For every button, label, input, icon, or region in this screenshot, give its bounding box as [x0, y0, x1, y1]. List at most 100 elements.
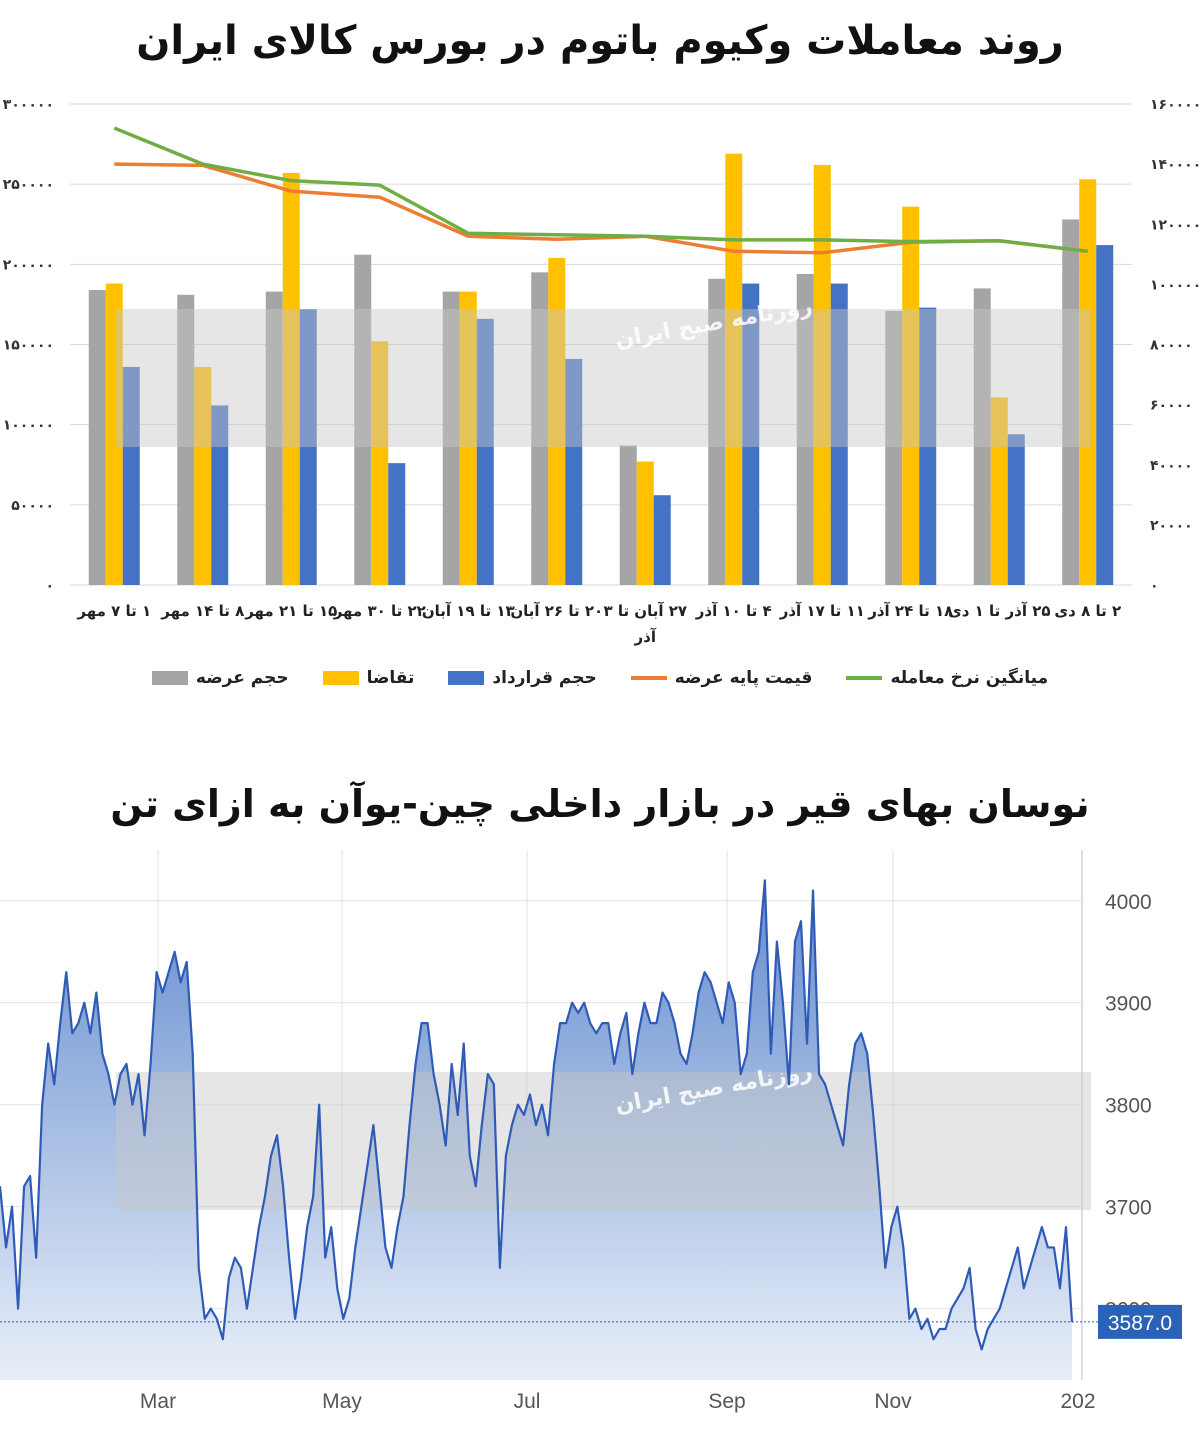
bar [548, 257, 566, 585]
bar [88, 289, 106, 585]
legend-label: قیمت پایه عرضه [674, 668, 813, 688]
price-line [0, 879, 1074, 1351]
left-axis-tick-label: ۲۰۰۰۰۰ [3, 257, 54, 273]
legend-label: تقاضا [366, 668, 415, 688]
legend-label: میانگین نرخ معامله [890, 668, 1049, 688]
x-axis-tick-label: Nov [874, 1390, 912, 1413]
chart-title: نوسان بهای قیر در بازار داخلی چین-یوآن ب… [110, 782, 1090, 826]
bar [708, 278, 726, 585]
x-axis-tick-label: 202 [1060, 1390, 1095, 1413]
x-axis-tick-label: Jul [514, 1390, 541, 1413]
bar [105, 283, 123, 585]
legend-item-demand: تقاضا [322, 668, 415, 688]
x-axis-tick-label: May [322, 1390, 362, 1413]
x-axis-tick-label: ۱۸ تا ۲۴ آذر [867, 602, 953, 620]
bar [194, 366, 212, 585]
bar [371, 341, 389, 585]
left-axis-tick-label: ۱۵۰۰۰۰ [3, 338, 54, 354]
legend-label: حجم عرضه [195, 668, 289, 688]
x-axis-tick-label: ۲۵ آذر تا ۱ دی [948, 602, 1051, 620]
last-value-badge [1098, 1304, 1182, 1339]
right-axis-tick-label: ۱۶۰۰۰۰ [1150, 97, 1200, 113]
series-line [113, 126, 1088, 254]
bar [653, 495, 671, 585]
left-axis-tick-label: ۵۰۰۰۰ [11, 498, 54, 514]
y-axis-tick-label: 3900 [1105, 993, 1152, 1016]
right-axis-tick-label: ۸۰۰۰۰ [1150, 338, 1193, 354]
legend-item-contract: حجم قرارداد [448, 668, 597, 688]
left-axis-tick-label: ۲۵۰۰۰۰ [3, 177, 54, 193]
bar [177, 294, 195, 585]
x-axis-tick-label: آذر [634, 628, 657, 646]
legend-item-supply: حجم عرضه [151, 668, 289, 688]
x-axis-tick-label: ۱۱ تا ۱۷ آذر [779, 602, 865, 620]
legend-item-base-price: قیمت پایه عرضه [630, 668, 813, 688]
x-axis-tick-label: Mar [140, 1390, 176, 1413]
x-axis-tick-label: ۲۰ تا ۲۶ آبان [510, 602, 603, 620]
bar [885, 310, 903, 585]
bar [299, 309, 317, 585]
right-axis-tick-label: ۶۰۰۰۰ [1150, 398, 1193, 414]
bar [830, 283, 848, 585]
series-line [114, 162, 1088, 255]
bar [354, 254, 372, 586]
right-axis-tick-label: ۱۲۰۰۰۰ [1150, 217, 1200, 233]
bar [122, 366, 140, 585]
left-axis-tick-label: ۱۰۰۰۰۰ [3, 418, 54, 434]
bar [619, 445, 637, 585]
bar [265, 291, 283, 585]
right-axis-tick-label: ۱۰۰۰۰۰ [1150, 277, 1200, 293]
x-axis-tick-label: ۱ تا ۷ مهر [76, 602, 151, 620]
x-axis-tick-label: ۱۵ تا ۲۱ مهر [244, 602, 337, 620]
watermark-band [116, 309, 1091, 447]
top-chart-panel: روند معاملات وکیوم باتوم در بورس کالای ا… [0, 0, 1200, 720]
last-value-label: 3587.0 [1108, 1312, 1172, 1335]
legend-bar-swatch [448, 671, 485, 685]
watermark-band [116, 1072, 1091, 1210]
bar [1079, 179, 1097, 585]
legend-label: حجم قرارداد [492, 668, 597, 688]
bar [1007, 434, 1025, 585]
bar [459, 291, 477, 585]
right-axis-tick-label: ۱۴۰۰۰۰ [1150, 157, 1200, 173]
right-axis-tick-label: ۴۰۰۰۰ [1150, 458, 1193, 474]
bar [442, 291, 460, 585]
y-axis-tick-label: 4000 [1105, 891, 1152, 914]
legend-item-avg-rate: میانگین نرخ معامله [846, 668, 1048, 688]
legend-line-swatch [846, 676, 883, 680]
legend-bar-swatch [322, 671, 359, 685]
legend-line-swatch [630, 676, 667, 680]
x-axis-tick-label: ۸ تا ۱۴ مهر [160, 602, 244, 620]
bar [476, 318, 494, 585]
x-axis-tick-label: ۲۷ آبان تا ۳ [603, 602, 687, 620]
x-axis-tick-label: ۴ تا ۱۰ آذر [695, 602, 772, 620]
area-chart: 36003700380039004000روزنامه صبح ایران358… [0, 850, 1182, 1413]
bar [813, 164, 831, 585]
bar [211, 405, 229, 585]
left-axis-tick-label: ۰ [45, 578, 54, 594]
x-axis-tick-label: ۱۳ تا ۱۹ آبان [422, 602, 515, 620]
x-axis-tick-label: Sep [708, 1390, 745, 1413]
bar [742, 283, 760, 585]
chart-title: روند معاملات وکیوم باتوم در بورس کالای ا… [136, 18, 1064, 64]
right-axis-tick-label: ۲۰۰۰۰ [1150, 518, 1193, 534]
legend-bar-swatch [151, 671, 188, 685]
x-axis-tick-label: ۲۲ تا ۳۰ مهر [333, 602, 426, 620]
bar [973, 288, 991, 585]
left-axis-tick-label: ۳۰۰۰۰۰ [3, 97, 54, 113]
bottom-chart-panel: نوسان بهای قیر در بازار داخلی چین-یوآن ب… [0, 740, 1200, 1443]
bar [531, 272, 549, 585]
area-fill [0, 880, 1072, 1380]
bar [725, 153, 743, 585]
bar [1096, 245, 1114, 586]
bar-line-chart: ۰ ۵۰۰۰۰ ۱۰۰۰۰۰ ۱۵۰۰۰۰ ۲۰۰۰۰۰ ۲۵۰۰۰۰ ۳۰۰۰۰۰ ۰ ۲۰۰… [3, 97, 1200, 646]
bar [919, 307, 937, 585]
bar [1062, 219, 1080, 585]
bar [388, 463, 406, 585]
bar [636, 461, 654, 585]
y-axis-tick-label: 3800 [1105, 1095, 1152, 1118]
bar [282, 172, 300, 585]
bar [902, 206, 920, 585]
bar [990, 397, 1008, 585]
y-axis-tick-label: 3700 [1105, 1197, 1152, 1220]
